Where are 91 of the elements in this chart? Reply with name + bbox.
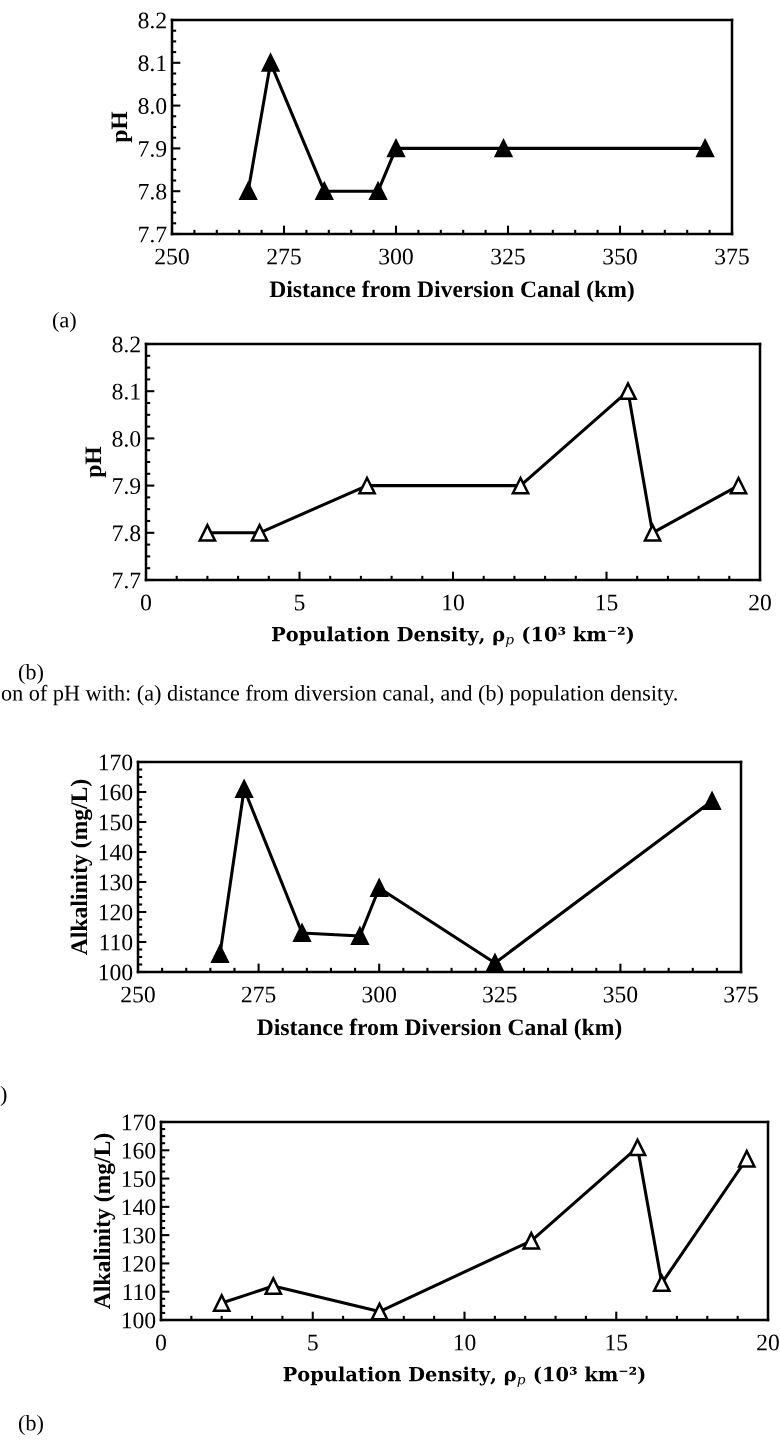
point	[619, 382, 637, 401]
point	[261, 53, 280, 72]
x-tick-label: 5	[294, 594, 305, 611]
x-axis-title: Distance from Diversion Canal (km)	[257, 1018, 622, 1041]
text: (b)	[18, 663, 43, 685]
x-tick-label: 5	[308, 1334, 318, 1351]
y-axis-title: pH	[111, 111, 133, 143]
point	[264, 1277, 283, 1295]
x-tick-label: 0	[141, 594, 151, 611]
y-tick-label: 150	[99, 814, 133, 831]
point	[703, 792, 721, 810]
x-tick-label: 300	[379, 248, 413, 265]
point	[511, 476, 530, 495]
point	[387, 139, 405, 158]
y-tick-label: 8.1	[138, 55, 166, 72]
y-tick-label: 8.0	[138, 98, 167, 115]
y-tick-label: 7.7	[113, 572, 141, 589]
point	[370, 879, 389, 897]
x-axis-title: Distance from Diversion Canal (km)	[269, 280, 634, 303]
point	[729, 476, 748, 495]
y-tick-label: 170	[99, 754, 133, 771]
text: (a)	[52, 311, 76, 333]
point	[250, 523, 269, 542]
point	[211, 945, 229, 963]
point	[358, 476, 376, 495]
y-axis-title: Alkalinity (mg/L)	[93, 1133, 116, 1309]
point	[696, 139, 715, 158]
x-axis-title: Population Density, ρ$_{p}$ (10³ km⁻²)	[283, 1366, 645, 1388]
x-tick-label: 275	[267, 248, 301, 265]
point	[737, 1149, 756, 1168]
y-tick-label: 100	[122, 1312, 156, 1329]
y-tick-label: 110	[100, 934, 133, 951]
y-tick-label: 7.8	[113, 525, 141, 542]
y-tick-label: 120	[99, 904, 133, 921]
x-tick-label: 325	[483, 986, 517, 1003]
point	[522, 1231, 541, 1250]
point	[293, 924, 311, 942]
text: on of pH with: (a) distance from diversion canal, and (b) population density.	[1, 684, 677, 706]
point	[643, 523, 662, 542]
y-axis-title: pH	[85, 446, 107, 478]
y-tick-label: 130	[99, 874, 133, 891]
point	[369, 182, 387, 201]
x-tick-label: 15	[596, 594, 618, 611]
x-tick-label: 250	[121, 986, 155, 1003]
y-tick-label: 100	[99, 964, 133, 981]
y-tick-label: 7.8	[139, 183, 167, 200]
x-axis-title: Population Density, ρ$_{p}$ (10³ km⁻²)	[272, 626, 633, 648]
y-tick-label: 160	[99, 784, 133, 801]
y-tick-label: 8.0	[112, 430, 141, 447]
y-tick-label: 130	[122, 1227, 156, 1244]
x-tick-label: 350	[603, 986, 638, 1003]
point	[652, 1274, 671, 1293]
x-tick-label: 250	[155, 248, 189, 265]
x-tick-label: 20	[757, 1334, 779, 1351]
point	[370, 1302, 389, 1320]
x-tick-label: 20	[749, 594, 771, 611]
point	[486, 954, 504, 972]
point	[212, 1294, 231, 1312]
point	[494, 139, 513, 158]
y-tick-label: 7.9	[139, 140, 167, 157]
point	[198, 523, 217, 542]
y-tick-label: 160	[122, 1142, 156, 1159]
point	[628, 1138, 647, 1157]
y-tick-label: 7.7	[139, 226, 167, 243]
y-tick-label: 8.2	[138, 12, 166, 29]
y-tick-label: 8.2	[112, 336, 140, 353]
point	[239, 182, 258, 201]
y-tick-label: 170	[122, 1114, 156, 1131]
point	[235, 780, 254, 798]
x-tick-label: 10	[443, 594, 464, 611]
y-tick-label: 110	[123, 1284, 156, 1301]
y-tick-label: 7.9	[113, 478, 141, 495]
y-tick-label: 120	[122, 1255, 156, 1272]
x-tick-label: 15	[606, 1334, 628, 1351]
x-tick-label: 10	[454, 1334, 476, 1351]
text: )	[0, 1085, 7, 1107]
text: (b)	[18, 1414, 43, 1436]
y-tick-label: 140	[99, 844, 133, 861]
x-tick-label: 325	[491, 248, 525, 265]
x-tick-label: 300	[362, 986, 397, 1003]
y-axis-title: Alkalinity (mg/L)	[70, 779, 93, 955]
x-tick-label: 275	[241, 986, 276, 1003]
x-tick-label: 350	[603, 248, 637, 265]
x-tick-label: 375	[715, 248, 749, 265]
y-tick-label: 140	[122, 1199, 156, 1216]
x-tick-label: 375	[724, 986, 758, 1003]
point	[351, 927, 369, 945]
point	[315, 182, 334, 201]
x-tick-label: 0	[156, 1334, 166, 1351]
y-tick-label: 8.1	[112, 383, 140, 400]
y-tick-label: 150	[122, 1171, 156, 1187]
